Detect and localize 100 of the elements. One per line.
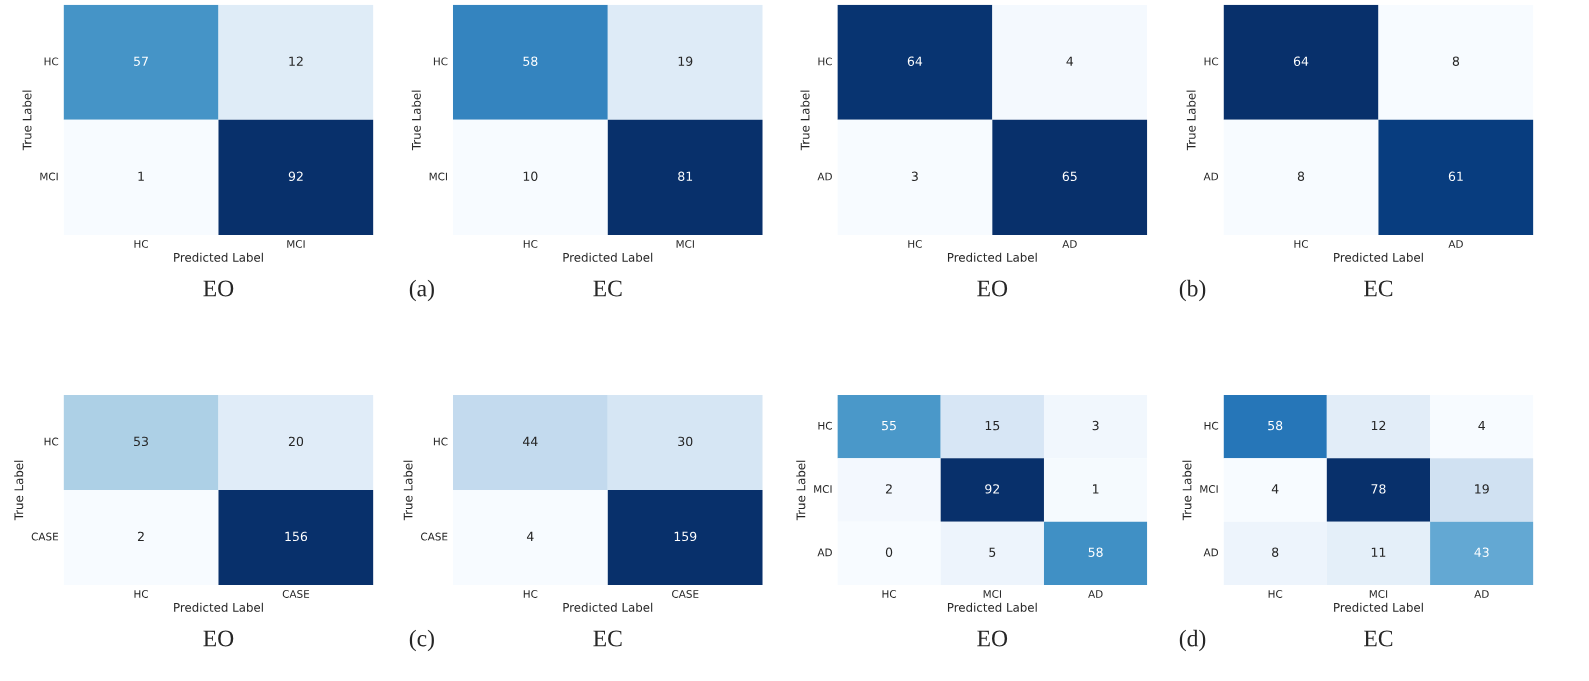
data-label: 58 <box>523 56 538 66</box>
data-label: 4 <box>526 531 534 541</box>
x-axis-title: Predicted Label <box>563 252 653 262</box>
data-label: 78 <box>1371 484 1386 494</box>
x-tick-label: CASE <box>282 590 310 598</box>
data-label: 92 <box>288 171 303 182</box>
data-label: 8 <box>1452 56 1460 66</box>
data-label: 65 <box>1062 171 1077 182</box>
data-label: 1 <box>138 171 144 181</box>
y-tick-label: MCI <box>1200 485 1218 493</box>
data-label: 20 <box>288 436 304 447</box>
y-tick-label: MCI <box>429 172 447 181</box>
data-label: 1 <box>1093 484 1099 494</box>
x-tick-label: HC <box>882 590 897 598</box>
data-label: 159 <box>674 531 697 542</box>
data-label: 57 <box>134 56 148 66</box>
x-tick-label: AD <box>1448 240 1463 248</box>
text: EC <box>1364 630 1393 647</box>
x-tick-label: HC <box>1294 239 1308 248</box>
data-label: 4 <box>1478 420 1486 431</box>
data-label: 4 <box>1066 56 1074 66</box>
x-tick-label: AD <box>1062 240 1077 248</box>
x-tick-label: CASE <box>672 590 699 598</box>
text: EC <box>593 280 622 297</box>
data-label: 10 <box>523 171 538 182</box>
x-tick-label: MCI <box>1369 590 1388 598</box>
x-tick-label: HC <box>1268 590 1283 598</box>
y-tick-label: HC <box>1204 57 1219 66</box>
data-label: 3 <box>1092 420 1099 431</box>
y-axis-title: True Label <box>14 460 24 521</box>
text: EC <box>1364 280 1393 297</box>
data-label: 2 <box>885 484 892 494</box>
x-axis-title: Predicted Label <box>174 602 263 612</box>
text: (b) <box>1179 279 1206 302</box>
data-label: 8 <box>1272 547 1279 557</box>
data-label: 43 <box>1474 547 1489 557</box>
y-axis-title: True Label <box>22 90 32 151</box>
y-axis-title: True Label <box>403 460 413 521</box>
data-label: 12 <box>289 56 303 66</box>
y-tick-label: HC <box>818 57 832 66</box>
y-tick-label: CASE <box>31 532 59 541</box>
y-tick-label: MCI <box>40 172 58 181</box>
x-axis-title: Predicted Label <box>1334 602 1423 612</box>
text: EO <box>203 630 234 647</box>
y-tick-label: AD <box>817 548 832 557</box>
data-label: 44 <box>522 436 538 446</box>
y-tick-label: CASE <box>420 532 448 541</box>
y-tick-label: AD <box>1203 172 1219 181</box>
data-label: 0 <box>885 547 893 557</box>
data-label: 92 <box>985 484 1000 494</box>
text: EO <box>977 280 1008 297</box>
data-label: 61 <box>1448 171 1463 182</box>
x-tick-label: HC <box>523 590 538 598</box>
x-tick-label: HC <box>523 239 538 248</box>
x-tick-label: AD <box>1474 590 1489 598</box>
data-label: 8 <box>1297 171 1305 182</box>
y-tick-label: AD <box>817 172 832 181</box>
y-axis-title: True Label <box>1186 90 1196 151</box>
y-tick-label: HC <box>818 421 832 430</box>
data-label: 58 <box>1088 547 1103 557</box>
x-axis-title: Predicted Label <box>1334 252 1423 262</box>
text: (c) <box>409 629 434 652</box>
y-axis-title: True Label <box>800 90 810 151</box>
y-tick-label: MCI <box>814 485 832 493</box>
data-label: 64 <box>907 56 923 66</box>
data-label: 53 <box>134 436 148 447</box>
x-axis-title: Predicted Label <box>947 252 1037 262</box>
y-tick-label: HC <box>433 57 448 66</box>
data-label: 5 <box>989 547 996 557</box>
data-label: 2 <box>137 531 144 541</box>
x-tick-label: MCI <box>676 239 694 248</box>
data-label: 3 <box>911 171 918 182</box>
data-label: 11 <box>1371 547 1386 557</box>
x-axis-title: Predicted Label <box>563 602 653 612</box>
y-axis-title: True Label <box>796 460 806 521</box>
x-tick-label: HC <box>134 239 149 248</box>
y-axis-title: True Label <box>1182 460 1192 521</box>
y-tick-label: HC <box>433 437 448 446</box>
data-label: 58 <box>1268 420 1283 431</box>
x-axis-title: Predicted Label <box>947 602 1037 612</box>
data-label: 55 <box>882 420 896 431</box>
text: (d) <box>1179 629 1206 652</box>
data-label: 15 <box>985 420 1000 431</box>
text: EO <box>977 630 1008 647</box>
y-tick-label: HC <box>44 57 59 66</box>
y-tick-label: HC <box>44 437 59 446</box>
y-tick-label: HC <box>1204 421 1219 430</box>
text: EO <box>203 280 234 297</box>
x-axis-title: Predicted Label <box>174 252 263 262</box>
data-label: 4 <box>1271 484 1279 494</box>
data-label: 12 <box>1371 420 1386 431</box>
data-label: 30 <box>678 436 693 447</box>
x-tick-label: MCI <box>287 239 305 248</box>
data-label: 19 <box>1475 484 1489 494</box>
x-tick-label: HC <box>908 239 922 248</box>
data-label: 64 <box>1293 56 1309 66</box>
data-label: 81 <box>678 171 693 182</box>
x-tick-label: HC <box>134 590 149 598</box>
text: (a) <box>409 279 434 302</box>
x-tick-label: AD <box>1088 590 1103 598</box>
